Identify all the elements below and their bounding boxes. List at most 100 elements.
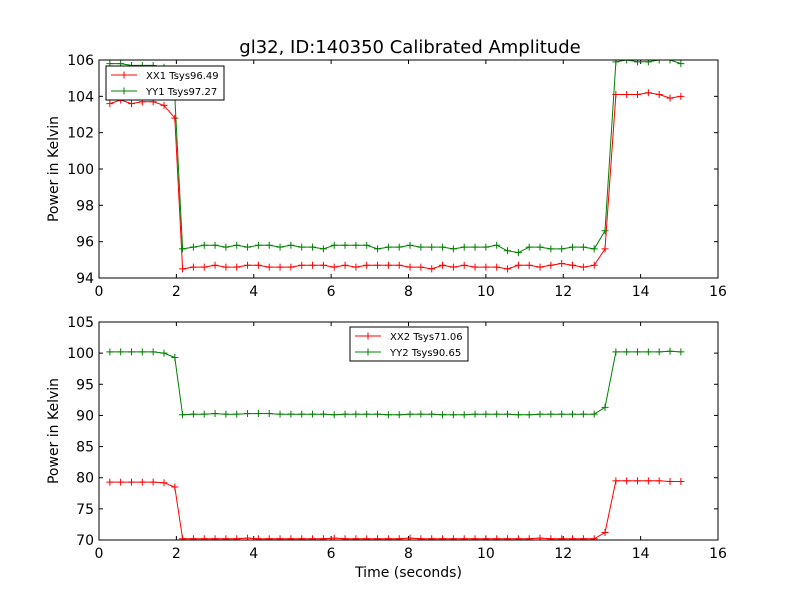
data-point [590, 410, 598, 418]
data-point [536, 534, 544, 540]
data-point [514, 249, 522, 257]
data-point [406, 534, 414, 540]
data-point [330, 263, 338, 271]
x-tick-label: 8 [404, 284, 413, 300]
x-axis-label: Time (seconds) [354, 565, 462, 581]
y-tick-label: 94 [76, 271, 94, 287]
data-point [171, 483, 179, 491]
data-point [579, 410, 587, 418]
x-tick-label: 4 [249, 546, 258, 562]
data-point [428, 265, 436, 273]
data-point [569, 410, 577, 418]
data-point [590, 245, 598, 253]
data-point [579, 243, 587, 251]
data-point [439, 243, 447, 251]
data-point [309, 535, 317, 540]
y-tick-label: 70 [76, 533, 94, 549]
data-point [471, 243, 479, 251]
data-point [417, 243, 425, 251]
data-point [309, 261, 317, 269]
data-point [319, 410, 327, 418]
x-tick-label: 0 [95, 284, 104, 300]
data-point [634, 91, 642, 99]
data-point [395, 411, 403, 419]
series-1 [106, 477, 685, 540]
data-point [374, 245, 382, 253]
data-point [504, 247, 512, 255]
data-point [341, 535, 349, 540]
data-point [287, 410, 295, 418]
x-tick-label: 4 [249, 284, 258, 300]
data-point [200, 535, 208, 540]
data-point [601, 245, 609, 253]
data-point [244, 410, 252, 418]
data-point [449, 245, 457, 253]
data-point [406, 263, 414, 271]
data-point [179, 265, 187, 273]
x-tick-label: 2 [172, 546, 181, 562]
x-tick-label: 0 [95, 546, 104, 562]
data-point [677, 348, 685, 356]
y-tick-label: 102 [67, 126, 94, 142]
data-point [200, 263, 208, 271]
series-1 [106, 89, 685, 273]
data-point [352, 535, 360, 540]
data-point [525, 411, 533, 419]
x-tick-label: 14 [632, 546, 650, 562]
data-point [265, 535, 273, 540]
x-tick-label: 16 [709, 546, 727, 562]
data-point [384, 411, 392, 419]
x-tick-label: 2 [172, 284, 181, 300]
data-point [138, 348, 146, 356]
data-point [276, 263, 284, 271]
data-point [171, 354, 179, 362]
data-point [363, 410, 371, 418]
data-point [287, 263, 295, 271]
data-point [189, 535, 197, 540]
data-point [160, 101, 168, 109]
data-point [200, 241, 208, 249]
legend-box [349, 326, 469, 362]
data-point [106, 478, 114, 486]
data-point [395, 535, 403, 540]
legend-label: XX2 Tsys71.06 [390, 332, 463, 343]
data-point [655, 477, 663, 485]
data-point [655, 348, 663, 356]
chart-panel-2: 0 2 4 6 8 10 12 14 16 70 75 80 85 90 95 100 105 Power in … [46, 315, 727, 581]
data-point [504, 410, 512, 418]
data-point [254, 261, 262, 269]
data-point [341, 410, 349, 418]
data-point [189, 243, 197, 251]
data-point [309, 243, 317, 251]
data-point [254, 241, 262, 249]
data-point [417, 263, 425, 271]
data-point [644, 477, 652, 485]
data-point [655, 91, 663, 99]
data-point [666, 477, 674, 485]
data-point [265, 263, 273, 271]
data-point [244, 243, 252, 251]
data-point [471, 263, 479, 271]
data-point [417, 535, 425, 540]
data-point [287, 241, 295, 249]
y-tick-label: 106 [67, 53, 94, 69]
data-point [460, 243, 468, 251]
data-point [127, 478, 135, 486]
data-point [666, 347, 674, 355]
data-point [590, 261, 598, 269]
data-point [449, 535, 457, 540]
data-point [547, 261, 555, 269]
y-tick-label: 95 [76, 377, 94, 393]
data-point [471, 410, 479, 418]
data-point [677, 60, 685, 68]
data-point [298, 410, 306, 418]
data-point [449, 263, 457, 271]
data-point [525, 261, 533, 269]
data-point [117, 478, 125, 486]
data-point [298, 243, 306, 251]
axes-frame [98, 59, 719, 279]
data-point [395, 243, 403, 251]
data-point [482, 410, 490, 418]
data-point [558, 245, 566, 253]
